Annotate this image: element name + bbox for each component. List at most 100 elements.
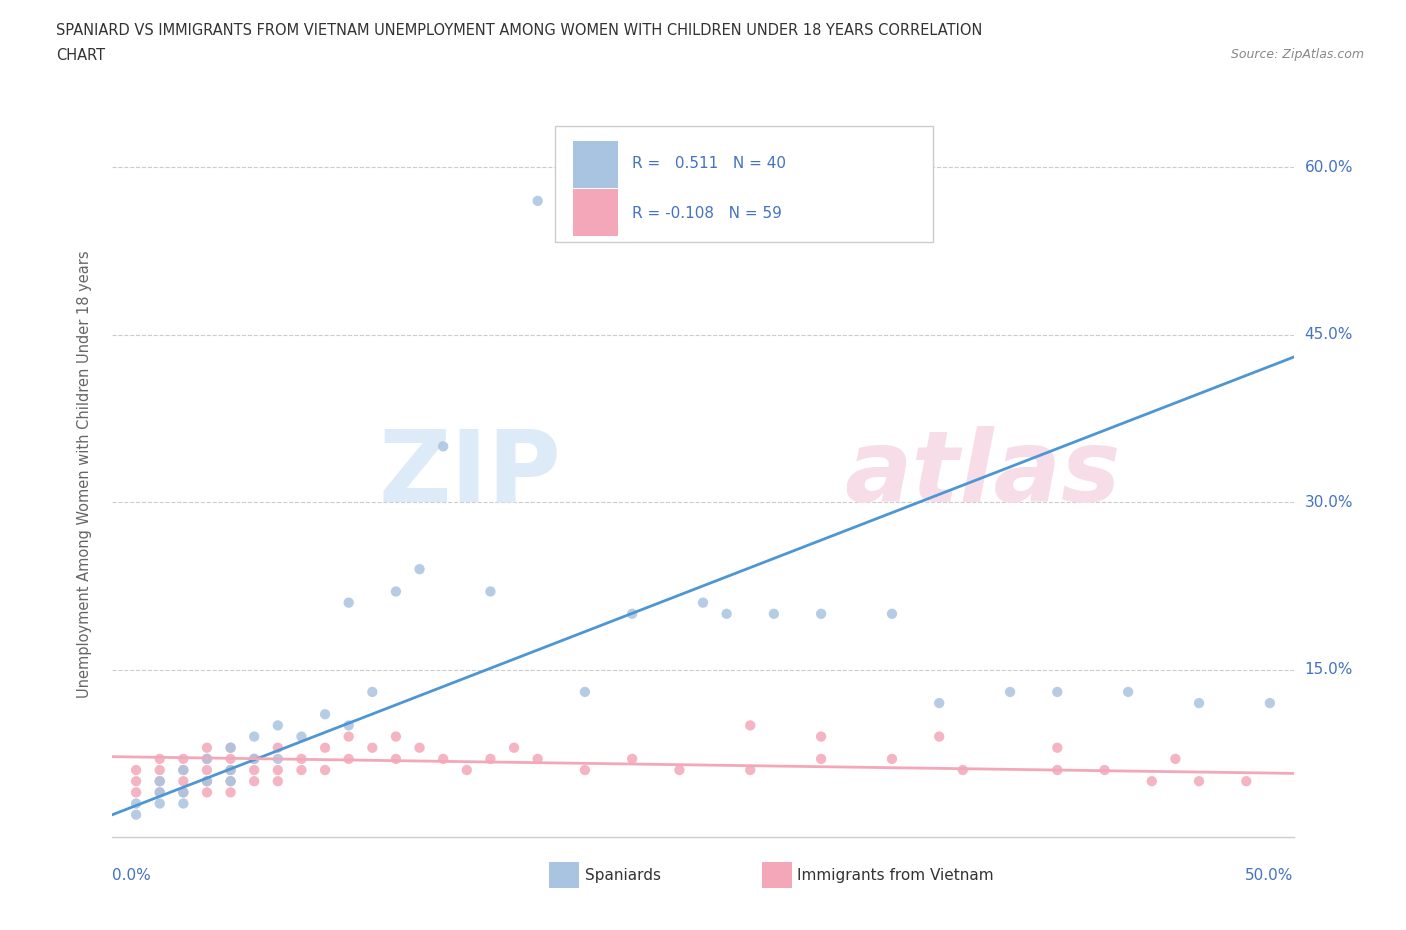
Point [243, 751, 266, 766]
Point [740, 718, 762, 733]
Point [432, 439, 454, 454]
Point [195, 740, 218, 755]
Point [668, 763, 690, 777]
Point [290, 751, 312, 766]
Point [621, 606, 644, 621]
Point [314, 707, 336, 722]
Point [928, 729, 950, 744]
Point [337, 595, 360, 610]
Point [1094, 763, 1116, 777]
Point [503, 740, 526, 755]
Point [337, 729, 360, 744]
Point [219, 763, 242, 777]
Text: CHART: CHART [56, 48, 105, 63]
Point [125, 807, 148, 822]
Point [172, 774, 194, 789]
Point [952, 763, 974, 777]
FancyBboxPatch shape [555, 126, 934, 242]
Point [526, 751, 548, 766]
Point [219, 774, 242, 789]
Point [195, 751, 218, 766]
Point [149, 763, 172, 777]
Point [267, 740, 290, 755]
Point [195, 785, 218, 800]
Text: Spaniards: Spaniards [585, 868, 661, 883]
Point [267, 763, 290, 777]
Point [1046, 763, 1069, 777]
Point [149, 774, 172, 789]
Y-axis label: Unemployment Among Women with Children Under 18 years: Unemployment Among Women with Children U… [77, 250, 91, 698]
FancyBboxPatch shape [762, 862, 792, 888]
Point [1140, 774, 1163, 789]
Text: 30.0%: 30.0% [1305, 495, 1353, 510]
Point [125, 796, 148, 811]
Point [267, 774, 290, 789]
Text: 15.0%: 15.0% [1305, 662, 1353, 677]
Text: SPANIARD VS IMMIGRANTS FROM VIETNAM UNEMPLOYMENT AMONG WOMEN WITH CHILDREN UNDER: SPANIARD VS IMMIGRANTS FROM VIETNAM UNEM… [56, 23, 983, 38]
Point [526, 193, 548, 208]
Point [219, 785, 242, 800]
Point [243, 774, 266, 789]
Point [810, 606, 832, 621]
Point [219, 751, 242, 766]
Point [716, 606, 738, 621]
Point [456, 763, 478, 777]
Point [149, 785, 172, 800]
Text: R = -0.108   N = 59: R = -0.108 N = 59 [633, 206, 782, 220]
Point [219, 740, 242, 755]
Point [149, 774, 172, 789]
Point [385, 584, 408, 599]
Text: atlas: atlas [845, 426, 1121, 523]
Text: 50.0%: 50.0% [1246, 868, 1294, 883]
Point [1046, 740, 1069, 755]
Point [172, 763, 194, 777]
Point [172, 763, 194, 777]
Point [1188, 774, 1211, 789]
Text: R =   0.511   N = 40: R = 0.511 N = 40 [633, 156, 786, 171]
Point [219, 774, 242, 789]
Point [149, 796, 172, 811]
Point [432, 751, 454, 766]
Point [1234, 774, 1257, 789]
Point [172, 785, 194, 800]
Point [810, 729, 832, 744]
Text: Source: ZipAtlas.com: Source: ZipAtlas.com [1230, 48, 1364, 61]
Point [621, 751, 644, 766]
Point [810, 751, 832, 766]
Point [172, 751, 194, 766]
Point [361, 740, 384, 755]
Point [195, 774, 218, 789]
Text: ZIP: ZIP [378, 426, 561, 523]
Point [149, 751, 172, 766]
Point [574, 684, 596, 699]
Point [267, 718, 290, 733]
FancyBboxPatch shape [574, 189, 619, 236]
Point [1188, 696, 1211, 711]
Point [692, 595, 714, 610]
FancyBboxPatch shape [574, 140, 619, 188]
Point [337, 718, 360, 733]
Point [125, 785, 148, 800]
Point [314, 763, 336, 777]
Point [219, 740, 242, 755]
Point [290, 729, 312, 744]
FancyBboxPatch shape [550, 862, 579, 888]
Point [149, 785, 172, 800]
Point [290, 763, 312, 777]
Point [195, 774, 218, 789]
Point [880, 606, 903, 621]
Text: 0.0%: 0.0% [112, 868, 152, 883]
Point [998, 684, 1021, 699]
Point [1116, 684, 1139, 699]
Point [408, 562, 430, 577]
Point [314, 740, 336, 755]
Point [385, 751, 408, 766]
Point [574, 763, 596, 777]
Point [172, 785, 194, 800]
Point [928, 696, 950, 711]
Point [219, 763, 242, 777]
Point [740, 763, 762, 777]
Point [267, 751, 290, 766]
Text: Immigrants from Vietnam: Immigrants from Vietnam [797, 868, 994, 883]
Point [195, 751, 218, 766]
